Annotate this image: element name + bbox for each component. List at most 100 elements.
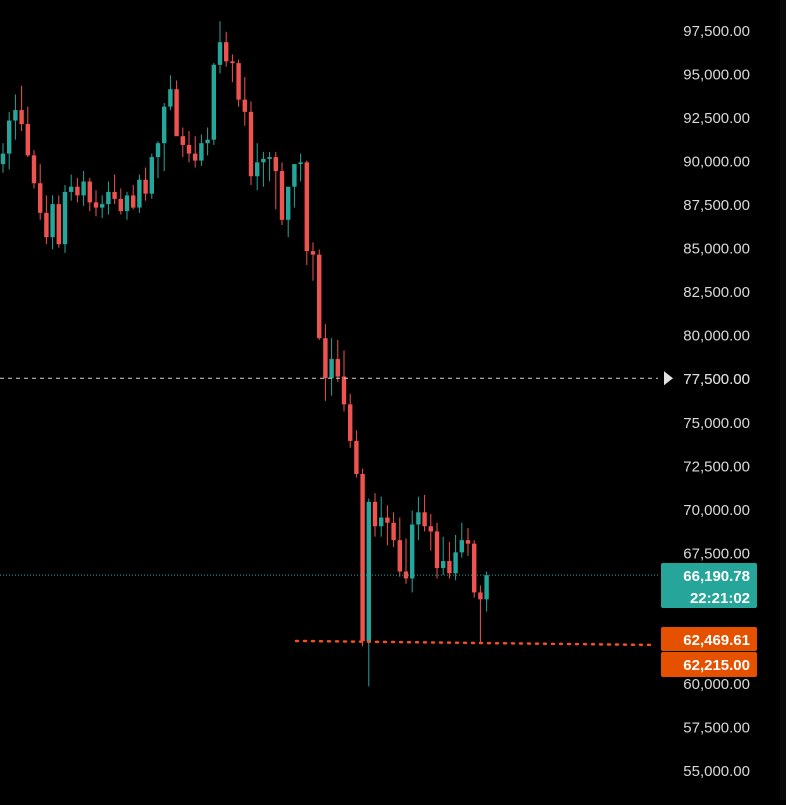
candle-body (397, 540, 402, 572)
candle (143, 167, 148, 201)
candle-body (341, 376, 347, 405)
candle (31, 150, 37, 189)
support-price-badge-a: 62,469.61 (661, 627, 757, 651)
candle-body (261, 158, 266, 163)
candle-body (230, 61, 235, 64)
current-price-badge-text: 22:21:02 (690, 590, 750, 607)
candle (403, 538, 409, 584)
candle (180, 127, 185, 158)
candle-body (31, 155, 37, 184)
last-price-tick-label: 77,500.00 (683, 371, 750, 388)
candle (13, 94, 18, 140)
candle (62, 184, 68, 253)
candles-layer (0, 21, 489, 687)
candle (38, 164, 43, 220)
candle-body (106, 191, 111, 205)
candle-body (484, 575, 489, 600)
candle-body (62, 191, 68, 245)
candle-body (472, 543, 477, 593)
price-tick-label: 80,000.00 (683, 328, 750, 345)
candle (372, 493, 378, 537)
candle (155, 141, 161, 178)
candle-body (428, 526, 433, 532)
candle-body (143, 179, 148, 194)
candle-body (366, 501, 371, 642)
candle-body (137, 179, 142, 208)
candle-body (441, 561, 446, 569)
candle (100, 195, 105, 219)
price-axis[interactable]: 97,500.00 95,000.00 92,500.00 90,000.00 87,5… (683, 23, 750, 780)
candle (478, 585, 483, 643)
candle (428, 514, 433, 551)
candle (391, 512, 396, 548)
support-price-badge-a-bg (661, 627, 757, 651)
candle-body (267, 157, 272, 159)
candle-body (38, 183, 43, 213)
candle-body (211, 64, 216, 140)
candle-body (478, 592, 483, 600)
candle-body (174, 89, 179, 137)
candle (310, 242, 316, 281)
candle (168, 75, 173, 111)
candle-body (279, 171, 285, 220)
candle (416, 496, 421, 541)
candle-body (13, 110, 18, 121)
candle (211, 63, 216, 145)
candle-body (298, 162, 303, 165)
candle-body (273, 157, 278, 172)
candle (267, 151, 272, 182)
candle-body (149, 157, 154, 194)
candle (87, 178, 92, 212)
candle (205, 127, 210, 156)
candle (459, 522, 464, 558)
support-price-badge-a-text: 62,469.61 (683, 632, 750, 649)
candle-body (434, 531, 440, 569)
candle-body (335, 359, 340, 377)
candle-body (193, 153, 198, 161)
candle-body (25, 124, 30, 156)
candle-body (354, 440, 359, 474)
current-price-badge: 66,190.78 22:21:02 (661, 563, 757, 608)
support-price-badge-b-text: 62,215.00 (683, 657, 750, 674)
candle-body (360, 474, 365, 642)
candle (174, 80, 179, 137)
candle (434, 522, 440, 579)
candle-body (310, 251, 316, 255)
candle (19, 85, 24, 131)
candle-body (205, 139, 210, 144)
support-price-badge-b-bg (661, 652, 757, 677)
candle-body (162, 106, 167, 144)
candle-body (422, 512, 427, 527)
price-tick-label: 85,000.00 (683, 241, 750, 258)
candle-body (391, 522, 396, 541)
price-tick-label: 55,000.00 (683, 763, 750, 780)
candle (56, 195, 61, 248)
candle-body (118, 198, 123, 212)
candle-body (69, 186, 74, 192)
candle-body (372, 501, 378, 527)
candle (118, 188, 123, 215)
candle (360, 468, 365, 647)
current-price-badge-bg (661, 563, 757, 608)
candle-body (248, 111, 254, 177)
candle-body (348, 404, 353, 441)
candle-body (100, 204, 105, 208)
candle (50, 195, 55, 250)
candle (273, 151, 278, 210)
candle (472, 540, 477, 598)
candle-body (317, 254, 322, 339)
price-tick-label: 97,500.00 (683, 23, 750, 40)
candle (242, 77, 247, 126)
candle (379, 496, 384, 537)
candle (44, 195, 49, 245)
candle-body (56, 204, 61, 245)
price-tick-label: 60,000.00 (683, 676, 750, 693)
candle-body (410, 524, 415, 579)
candle (81, 171, 86, 206)
candle (186, 130, 192, 163)
price-tick-label: 87,500.00 (683, 197, 750, 214)
candle (131, 184, 136, 210)
price-tick-label: 70,000.00 (683, 502, 750, 519)
